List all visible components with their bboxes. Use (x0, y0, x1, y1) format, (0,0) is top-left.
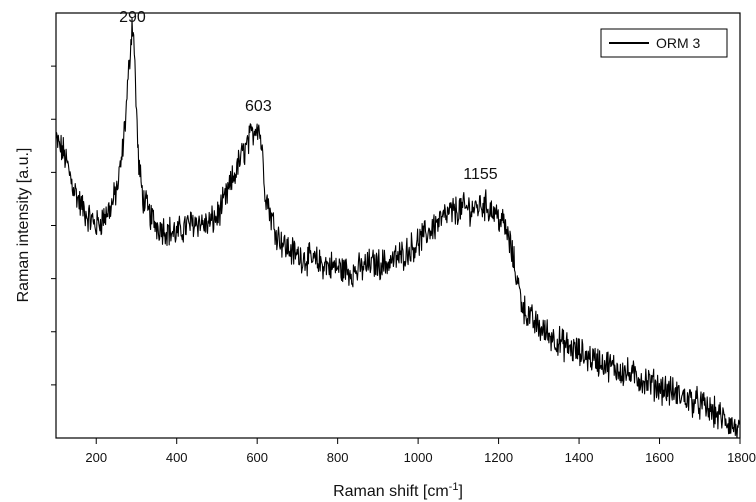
peak-label-1155: 1155 (463, 166, 498, 183)
x-tick-label-1400: 1400 (565, 450, 594, 465)
axis-ticks (51, 65, 741, 444)
x-axis-title: Raman shift [cm-1] (333, 481, 463, 500)
plot-frame (55, 12, 741, 439)
x-tick-label-1000: 1000 (404, 450, 433, 465)
plot-area (55, 12, 741, 439)
x-tick-label-200: 200 (85, 450, 107, 465)
x-tick-label-400: 400 (166, 450, 188, 465)
peak-label-290: 290 (119, 9, 146, 26)
y-axis-title: Raman intensity [a.u.] (15, 148, 32, 303)
x-tick-label-600: 600 (246, 450, 268, 465)
x-tick-label-1200: 1200 (484, 450, 513, 465)
x-tick-labels: 200 400 600 800 1000 1200 1400 1600 1800 (85, 450, 756, 465)
series-line-orm-3 (55, 17, 741, 439)
legend: ORM 3 (600, 28, 728, 58)
peak-annotations: 290 603 1155 (119, 9, 498, 183)
peak-label-603: 603 (245, 98, 272, 115)
x-tick-label-1800: 1800 (727, 450, 756, 465)
x-tick-label-800: 800 (327, 450, 349, 465)
x-tick-label-1600: 1600 (645, 450, 674, 465)
legend-label-orm-3: ORM 3 (656, 35, 701, 51)
